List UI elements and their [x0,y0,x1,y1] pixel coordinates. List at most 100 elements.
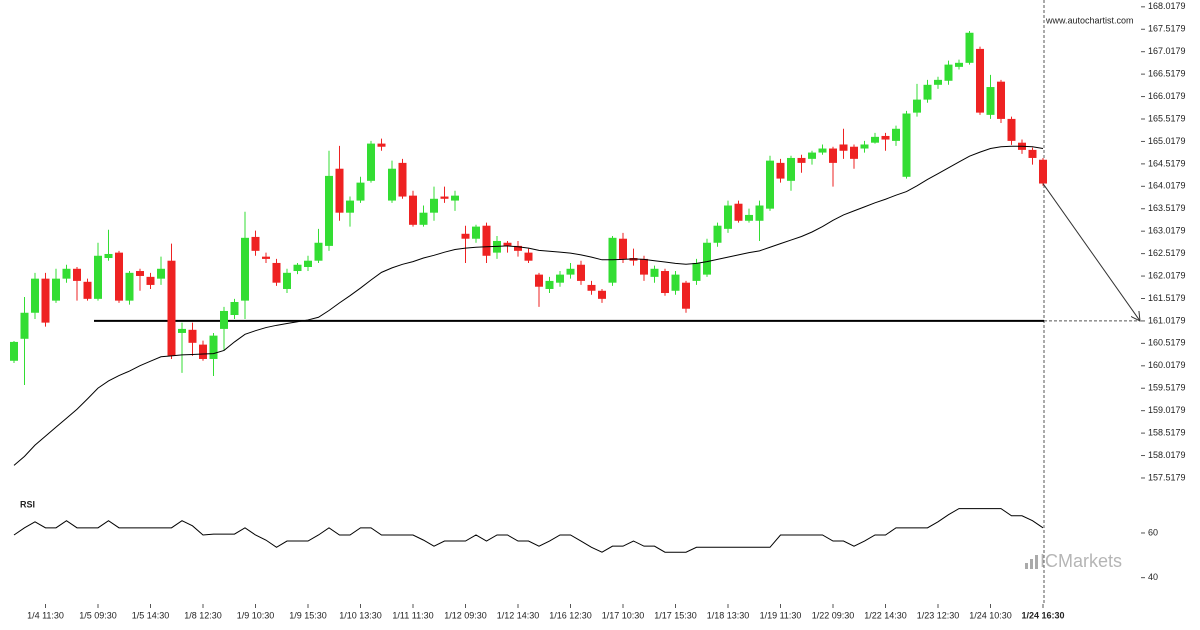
candle-body [472,226,480,239]
candle-body [682,282,690,309]
y-tick-label: 167.5179 [1148,24,1186,34]
x-tick-label: 1/11 11:30 [392,610,433,620]
candle-body [115,252,123,301]
candle-body [734,203,743,221]
y-tick-label: 158.5179 [1148,427,1186,437]
candle-body [745,214,753,221]
moving-average [13,145,1044,466]
candle-body [598,290,606,299]
y-tick-label: 168.0179 [1148,1,1186,11]
candle-body [31,278,39,313]
x-tick-label: 1/24 10:30 [969,610,1012,620]
y-tick-label: 161.0179 [1148,315,1186,325]
candle-body [503,242,512,246]
candle-body [923,84,932,100]
logo-bar [1030,559,1033,569]
candle-body [797,157,806,163]
candle-body [461,233,470,239]
candle-body [713,225,722,243]
candle-body [262,256,270,259]
x-tick-label: 1/19 11:30 [760,610,802,620]
candle-body [1028,149,1037,158]
y-tick-label: 157.5179 [1148,472,1186,482]
candle-body [20,312,29,339]
candle-body [524,252,533,261]
x-tick-label: 1/18 13:30 [707,610,750,620]
rsi-line [13,508,1044,553]
x-tick-label: 1/9 10:30 [237,610,275,620]
candle-body [892,128,900,141]
candle-body [976,48,984,113]
candle-body [766,160,774,209]
candle-body [62,268,71,279]
candle-body [997,81,1005,119]
y-tick-label: 160.5179 [1148,338,1186,348]
candle-body [839,144,848,151]
candle-body [1007,118,1016,141]
candle-body [209,335,218,359]
candle-body [535,274,543,287]
y-tick-label: 164.0179 [1148,181,1186,191]
x-tick-label: 1/12 09:30 [444,610,487,620]
candle-body [241,237,249,301]
y-tick-label: 164.5179 [1148,158,1186,168]
candle-body [934,79,942,85]
candle-body [661,271,669,294]
candle-body [440,196,449,199]
candle-body [787,157,795,181]
candle-body [272,262,281,283]
candle-body [304,260,312,267]
candle-body [251,236,260,251]
candle-body [346,200,354,213]
candle-body [283,272,291,289]
candle-body [776,162,785,179]
x-tick-label: 1/24 16:30 [1021,610,1064,620]
candle-body [986,87,995,115]
candle-body [808,152,816,159]
y-tick-label: 159.0179 [1148,405,1186,415]
candle-body [146,276,155,285]
x-tick-label: 1/4 11:30 [27,610,64,620]
candle-body [335,168,344,213]
y-tick-label: 165.0179 [1148,136,1186,146]
candle-body [409,195,417,225]
candle-body [83,281,92,299]
candle-body [125,272,134,301]
candle-body [577,264,585,281]
candle-body [545,280,554,289]
x-tick-label: 1/9 15:30 [289,610,327,620]
candle-body [913,99,921,113]
candle-body [818,148,827,153]
x-tick-label: 1/5 14:30 [132,610,170,620]
brand-logo: ICMarkets [1025,551,1122,571]
y-tick-label: 160.0179 [1148,360,1186,370]
candle-body [178,328,186,333]
candle-body [430,198,438,213]
candle-body [850,146,858,159]
candle-body [755,205,764,221]
candle-body [167,260,176,356]
candle-body [703,242,711,275]
candle-body [398,162,407,197]
candle-body [944,64,953,81]
logo-bar [1035,555,1038,569]
candle-body [136,271,144,276]
x-tick-label: 1/17 10:30 [602,610,645,620]
y-tick-label: 167.0179 [1148,46,1186,56]
candle-body [724,205,732,229]
brand: ICMarkets [1040,551,1122,571]
candle-body [157,268,165,279]
candle-body [293,264,302,272]
y-tick-label: 162.0179 [1148,270,1186,280]
candle-body [356,182,365,201]
candle-body [199,344,207,359]
candle-body [41,278,50,323]
x-tick-label: 1/10 13:30 [339,610,382,620]
y-tick-label: 161.5179 [1148,293,1186,303]
candle-body [955,62,963,67]
logo-bar [1025,563,1028,569]
candle-body [73,268,81,281]
y-tick-label: 158.0179 [1148,450,1186,460]
candle-body [871,136,879,143]
candle-body [650,268,659,277]
